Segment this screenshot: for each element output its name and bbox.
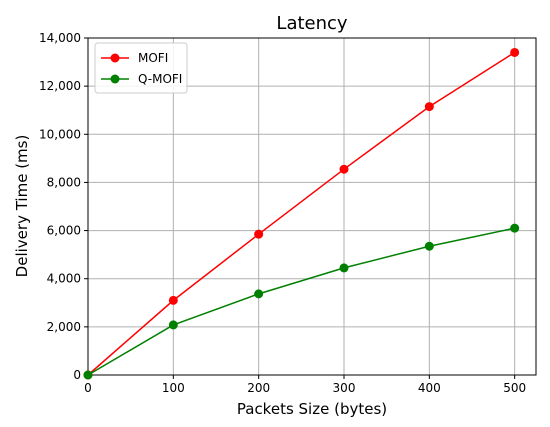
x-tick-label: 0 — [84, 381, 92, 395]
y-axis-label: Delivery Time (ms) — [13, 135, 31, 278]
data-point-mofi — [510, 47, 520, 57]
x-tick-label: 400 — [418, 381, 441, 395]
x-tick-label: 300 — [333, 381, 356, 395]
y-tick-label: 0 — [73, 368, 81, 382]
x-tick-label: 200 — [247, 381, 270, 395]
series-line-mofi — [87, 51, 516, 376]
data-point-mofi — [254, 229, 264, 239]
x-tick-label: 100 — [162, 381, 185, 395]
y-tick-label: 14,000 — [39, 31, 81, 45]
legend-marker-mofi — [110, 53, 120, 63]
data-point-mofi — [339, 164, 349, 174]
data-point-q-mofi — [339, 263, 349, 273]
data-point-mofi — [168, 295, 178, 305]
chart-title: Latency — [276, 13, 347, 34]
y-tick-label: 2,000 — [47, 320, 81, 334]
y-tick-label: 4,000 — [47, 272, 81, 286]
data-point-q-mofi — [83, 370, 93, 380]
plot-frame — [87, 37, 537, 376]
data-point-q-mofi — [424, 241, 434, 251]
series-layer — [83, 47, 520, 380]
data-point-q-mofi — [168, 320, 178, 330]
y-tick-label: 10,000 — [39, 127, 81, 141]
series-line-q-mofi — [87, 227, 515, 376]
y-tick-label: 8,000 — [47, 175, 81, 189]
legend-label-q-mofi: Q-MOFI — [138, 72, 182, 86]
legend: MOFI Q-MOFI — [94, 42, 188, 94]
y-tick-label: 6,000 — [47, 224, 81, 238]
legend-label-mofi: MOFI — [138, 51, 168, 65]
x-tick-label: 500 — [503, 381, 526, 395]
data-point-q-mofi — [510, 223, 520, 233]
y-tick-label: 12,000 — [39, 79, 81, 93]
data-point-q-mofi — [254, 289, 264, 299]
axes-layer: 0 100 200 300 400 500 0 2,000 4,000 6,000 8,000 10,… — [39, 31, 537, 395]
data-point-mofi — [424, 102, 434, 112]
legend-marker-q-mofi — [110, 74, 120, 84]
labels-layer: Latency Packets Size (bytes) Delivery Ti… — [13, 13, 387, 418]
x-axis-label: Packets Size (bytes) — [237, 400, 387, 418]
